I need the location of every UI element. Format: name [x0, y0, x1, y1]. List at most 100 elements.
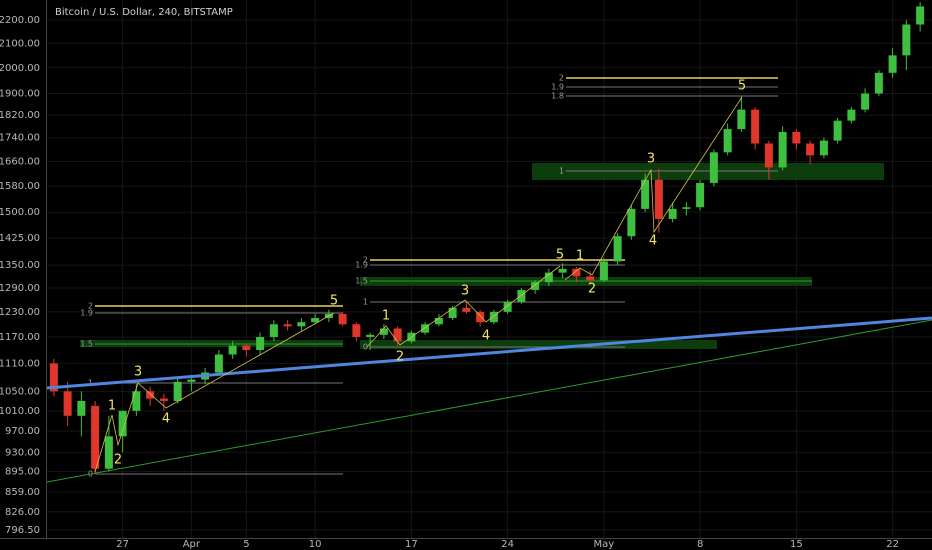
y-tick-label: 1290.00	[0, 283, 40, 294]
candle-body	[77, 400, 86, 416]
wave-label: 3	[647, 152, 655, 167]
price-axis	[0, 0, 46, 550]
candle-body	[902, 24, 911, 56]
candle-body	[668, 208, 677, 219]
y-tick-label: 895.00	[5, 467, 40, 478]
y-tick-label: 826.00	[5, 507, 40, 518]
candle-body	[63, 391, 72, 416]
x-tick-label: 17	[405, 539, 418, 550]
wave-label: 5	[738, 79, 746, 94]
axes: 796.50 826.00 859.00 895.00 930.00 970.00 1010…	[0, 15, 899, 550]
y-tick-label: 1170.00	[0, 332, 40, 343]
fib-label: 1.9	[551, 83, 564, 92]
candle-body	[778, 131, 787, 168]
wave-label: 3	[461, 284, 469, 299]
y-tick-label: 930.00	[5, 447, 40, 458]
trend-line	[46, 316, 932, 390]
candle-body	[256, 336, 265, 351]
chart-title: Bitcoin / U.S. Dollar, 240, BITSTAMP	[55, 7, 233, 18]
x-tick-label: 22	[886, 539, 899, 550]
candle-body	[118, 410, 127, 437]
candle-body	[833, 120, 842, 141]
candle-body	[297, 322, 306, 327]
candle-body	[173, 381, 182, 401]
fib-label: 1.5	[355, 277, 368, 286]
fib-label: 1.5	[80, 340, 93, 349]
y-tick-label: 1500.00	[0, 207, 40, 218]
wave-label: 4	[482, 329, 490, 344]
fib-label: 1.9	[355, 261, 368, 270]
candle-body	[737, 109, 746, 130]
candle-body	[352, 324, 361, 337]
candle-body	[242, 345, 251, 351]
candle-body	[503, 301, 512, 312]
zone	[360, 340, 717, 349]
trend-line	[46, 319, 932, 483]
x-tick-label: May	[594, 539, 615, 550]
candle-body	[146, 391, 155, 399]
wave-label: 2	[114, 453, 122, 468]
candle-body	[916, 6, 925, 25]
y-tick-label: 1740.00	[0, 133, 40, 144]
y-tick-label: 2000.00	[0, 63, 40, 74]
wave-label: 1	[576, 249, 584, 264]
candle-body	[448, 307, 457, 319]
y-tick-label: 1050.00	[0, 386, 40, 397]
candle-body	[682, 207, 691, 209]
candle-body	[861, 93, 870, 110]
candle-body	[421, 324, 430, 333]
y-tick-label: 1820.00	[0, 110, 40, 121]
candle-body	[187, 379, 196, 382]
wave-label: 4	[649, 234, 657, 249]
x-tick-label: Apr	[183, 539, 201, 550]
y-tick-label: 1010.00	[0, 406, 40, 417]
candle-body	[531, 282, 540, 290]
y-tick-label: 1580.00	[0, 181, 40, 192]
y-tick-label: 859.00	[5, 487, 40, 498]
candle-body	[269, 324, 278, 337]
y-tick-label: 796.50	[5, 525, 40, 536]
wave-label: 2	[396, 350, 404, 365]
candle-body	[393, 328, 402, 342]
y-tick-label: 1350.00	[0, 260, 40, 271]
wave-path	[94, 312, 335, 473]
y-tick-label: 1110.00	[0, 358, 40, 369]
wave-label: 5	[556, 248, 564, 263]
candle-body	[613, 236, 622, 262]
candle-body	[517, 289, 526, 302]
y-tick-label: 2100.00	[0, 38, 40, 49]
wave-label: 2	[588, 282, 596, 297]
candle-body	[792, 131, 801, 144]
candle-body	[723, 129, 732, 153]
y-tick-label: 1425.00	[0, 233, 40, 244]
candle-body	[751, 109, 760, 144]
candle-body	[806, 143, 815, 156]
candle-body	[379, 328, 388, 335]
candle-body	[104, 436, 113, 469]
candle-body	[709, 152, 718, 183]
candle-body	[462, 307, 471, 312]
candle-body	[434, 318, 443, 325]
candle-body	[338, 313, 347, 325]
time-axis	[0, 538, 932, 550]
candle-body	[847, 109, 856, 121]
wave-label: 1	[108, 399, 116, 414]
y-tick-label: 1900.00	[0, 89, 40, 100]
y-tick-label: 1660.00	[0, 156, 40, 167]
candle-body	[572, 268, 581, 277]
fib-label: 1	[363, 298, 368, 307]
fib-label: 1	[88, 379, 93, 388]
y-tick-label: 1230.00	[0, 307, 40, 318]
candle-body	[599, 261, 608, 281]
x-tick-label: 8	[697, 539, 703, 550]
candle-body	[132, 391, 141, 411]
candle-body	[489, 311, 498, 323]
y-tick-label: 970.00	[5, 426, 40, 437]
candle-body	[228, 345, 237, 355]
candle-body	[888, 55, 897, 73]
wave-path	[366, 265, 561, 348]
candle-body	[627, 208, 636, 237]
